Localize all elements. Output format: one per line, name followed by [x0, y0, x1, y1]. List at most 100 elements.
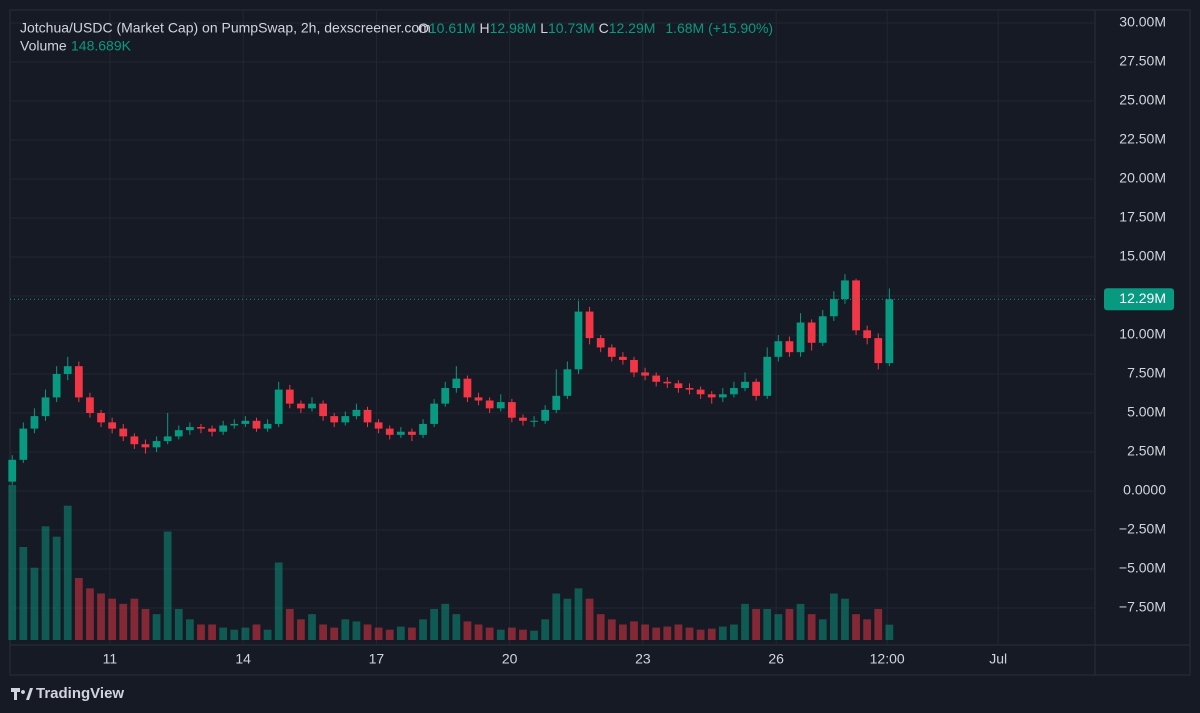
candle-body	[774, 341, 783, 357]
candle-body	[352, 409, 361, 417]
volume-bar	[829, 593, 838, 640]
low-key: L	[540, 20, 548, 36]
candle-body	[485, 400, 494, 409]
volume-bar	[285, 609, 294, 640]
volume-bar	[730, 624, 738, 640]
volume-bar	[630, 621, 638, 640]
volume-bar	[552, 593, 561, 640]
volume-bar	[763, 609, 772, 640]
candle-body	[341, 416, 350, 423]
chart-title: Jotchua/USDC (Market Cap) on PumpSwap, 2…	[20, 20, 431, 36]
y-tick-label: 2.50M	[1127, 443, 1166, 459]
candle-body	[541, 409, 550, 421]
candle-body	[19, 428, 28, 460]
candle-body	[796, 322, 805, 353]
volume-bar	[130, 598, 139, 640]
candle-body	[274, 389, 283, 424]
volume-bar	[352, 621, 361, 640]
ohlc-legend: O10.61M H12.98M L10.73M C12.29M 1.68M (+…	[418, 20, 773, 36]
volume-bar	[63, 505, 72, 640]
volume-bar	[807, 614, 816, 640]
volume-bar	[874, 609, 883, 640]
candle-body	[119, 428, 128, 437]
volume-bar	[707, 628, 716, 640]
volume-bar	[641, 624, 649, 640]
volume-bar	[19, 547, 28, 640]
candle-body	[30, 416, 39, 429]
volume-value: 148.689K	[71, 38, 132, 54]
volume-bar	[274, 562, 283, 640]
candle-body	[208, 428, 216, 432]
volume-bar	[607, 619, 616, 640]
volume-bar	[174, 609, 183, 640]
volume-bar	[330, 627, 339, 640]
candle-body	[297, 403, 305, 409]
y-tick-label: 22.50M	[1119, 131, 1166, 147]
candle-body	[252, 420, 261, 429]
volume-bar	[852, 614, 860, 640]
y-tick-label: 17.50M	[1119, 209, 1166, 225]
candle-body	[863, 330, 872, 339]
volume-bar	[108, 598, 117, 640]
volume-bar	[596, 614, 605, 640]
candle-body	[607, 347, 616, 357]
change-value: 1.68M (+15.90%)	[665, 20, 773, 36]
y-tick-label: 30.00M	[1119, 14, 1166, 30]
candle-body	[419, 423, 427, 435]
candle-body	[530, 420, 538, 422]
volume-bar	[263, 629, 272, 640]
volume-bar	[885, 624, 894, 640]
x-tick-label: Jul	[989, 651, 1007, 667]
candle-body	[596, 338, 605, 348]
y-tick-label: 0.0000	[1123, 482, 1166, 498]
candle-body	[807, 322, 816, 343]
volume-bar	[30, 567, 39, 640]
close-key: C	[599, 20, 609, 36]
volume-bar	[496, 629, 505, 640]
y-tick-label: 5.00M	[1127, 404, 1166, 420]
volume-bar	[219, 627, 228, 640]
candle-body	[741, 381, 749, 389]
volume-bar	[441, 603, 450, 640]
volume-key: Volume	[20, 38, 67, 54]
volume-bar	[341, 619, 350, 640]
candle-body	[563, 369, 572, 396]
candle-body	[474, 397, 483, 401]
candle-body	[452, 378, 461, 389]
candle-body	[163, 436, 172, 442]
volume-bar	[185, 619, 194, 640]
candle-body	[141, 444, 150, 448]
volume-bar	[519, 629, 527, 640]
volume-bar	[374, 627, 383, 640]
candle-body	[197, 427, 205, 429]
candle-body	[263, 423, 272, 429]
grid	[10, 10, 1095, 645]
x-tick-label: 17	[369, 651, 385, 667]
candle-body	[230, 423, 239, 426]
candle-body	[308, 403, 316, 409]
volume-bar	[230, 629, 239, 640]
last-price-label: 12.29M	[1119, 290, 1166, 306]
volume-bar	[574, 588, 583, 640]
volume-bar	[841, 598, 849, 640]
close-value: 12.29M	[609, 20, 656, 36]
volume-bar	[241, 627, 250, 640]
candle-body	[219, 425, 228, 432]
volume-bar	[652, 627, 661, 640]
volume-bar	[297, 619, 305, 640]
volume-bar	[252, 624, 261, 640]
candle-body	[319, 403, 327, 417]
y-tick-label: 10.00M	[1119, 326, 1166, 342]
candle-body	[241, 420, 250, 424]
candle-body	[74, 366, 83, 398]
candle-body	[430, 403, 439, 424]
high-value: 12.98M	[490, 20, 537, 36]
candle-body	[718, 394, 727, 398]
volume-bar	[541, 619, 550, 640]
volume-bar	[752, 609, 761, 640]
volume-bar	[741, 603, 749, 640]
open-key: O	[418, 20, 429, 36]
volume-bar	[774, 614, 783, 640]
volume-bar	[308, 614, 316, 640]
